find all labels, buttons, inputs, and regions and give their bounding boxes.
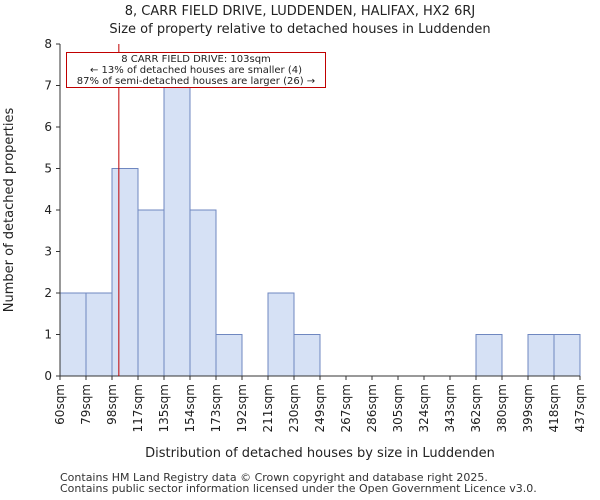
- histogram-bar-98sqm: [111, 168, 139, 377]
- histogram-bar-117sqm: [137, 209, 165, 377]
- x-tick-label-267sqm: 267sqm: [339, 384, 353, 432]
- y-tick-label-4: 4: [44, 203, 52, 217]
- chart-title-line2: Size of property relative to detached ho…: [109, 22, 491, 37]
- annotation-line-3: 87% of semi-detached houses are larger (…: [76, 76, 316, 87]
- y-tick-label-1: 1: [44, 328, 52, 342]
- x-tick-label-362sqm: 362sqm: [469, 384, 483, 432]
- x-tick-label-79sqm: 79sqm: [79, 384, 93, 425]
- histogram-chart: 0 1 2 3 4 5 6 7 8 60sqm 79sqm 98sqm 117sqm 135sqm 154s…: [2, 37, 587, 461]
- x-tick-label-230sqm: 230sqm: [287, 384, 301, 432]
- x-tick-label-211sqm: 211sqm: [261, 384, 275, 432]
- x-tick-label-154sqm: 154sqm: [183, 384, 197, 432]
- histogram-bar-362sqm: [475, 334, 503, 377]
- histogram-bar-399sqm: [527, 334, 555, 377]
- x-tick-label-98sqm: 98sqm: [105, 384, 119, 425]
- x-tick-label-117sqm: 117sqm: [131, 384, 145, 432]
- annotation-line-1: 8 CARR FIELD DRIVE: 103sqm: [121, 54, 271, 65]
- chart-title-line1: 8, CARR FIELD DRIVE, LUDDENDEN, HALIFAX,…: [124, 4, 476, 19]
- histogram-bar-230sqm: [293, 334, 321, 377]
- y-tick-label-6: 6: [44, 120, 52, 134]
- x-tick-label-173sqm: 173sqm: [209, 384, 223, 432]
- histogram-bar-173sqm: [215, 334, 243, 377]
- x-tick-label-324sqm: 324sqm: [417, 384, 431, 432]
- histogram-bar-79sqm: [85, 292, 113, 377]
- property-annotation-box: 8 CARR FIELD DRIVE: 103sqm ← 13% of deta…: [66, 52, 326, 88]
- x-tick-label-305sqm: 305sqm: [391, 384, 405, 432]
- x-tick-label-399sqm: 399sqm: [521, 384, 535, 432]
- x-tick-label-249sqm: 249sqm: [313, 384, 327, 432]
- x-tick-label-380sqm: 380sqm: [495, 384, 509, 432]
- x-tick-label-192sqm: 192sqm: [235, 384, 249, 432]
- y-tick-label-0: 0: [44, 369, 52, 383]
- x-tick-label-418sqm: 418sqm: [547, 384, 561, 432]
- histogram-bar-135sqm: [163, 85, 191, 377]
- y-tick-label-3: 3: [44, 245, 52, 259]
- footer-line-1: Contains HM Land Registry data © Crown c…: [60, 471, 488, 484]
- y-tick-label-5: 5: [44, 162, 52, 176]
- footer-line-2: Contains public sector information licen…: [60, 482, 537, 495]
- x-tick-label-343sqm: 343sqm: [443, 384, 457, 432]
- footer-attribution: Contains HM Land Registry data © Crown c…: [60, 472, 537, 494]
- y-axis-label: Number of detached properties: [2, 108, 17, 313]
- histogram-bar-418sqm: [553, 334, 581, 377]
- annotation-line-2: ← 13% of detached houses are smaller (4): [90, 65, 302, 76]
- histogram-bar-154sqm: [189, 209, 217, 377]
- y-tick-label-2: 2: [44, 286, 52, 300]
- histogram-bar-211sqm: [267, 292, 295, 377]
- x-tick-label-286sqm: 286sqm: [365, 384, 379, 432]
- y-tick-label-8: 8: [44, 37, 52, 51]
- x-tick-label-60sqm: 60sqm: [53, 384, 67, 425]
- x-axis-label: Distribution of detached houses by size …: [145, 446, 495, 461]
- x-tick-label-437sqm: 437sqm: [573, 384, 587, 432]
- y-tick-label-7: 7: [44, 79, 52, 93]
- x-tick-label-135sqm: 135sqm: [157, 384, 171, 432]
- histogram-bar-60sqm: [59, 292, 87, 377]
